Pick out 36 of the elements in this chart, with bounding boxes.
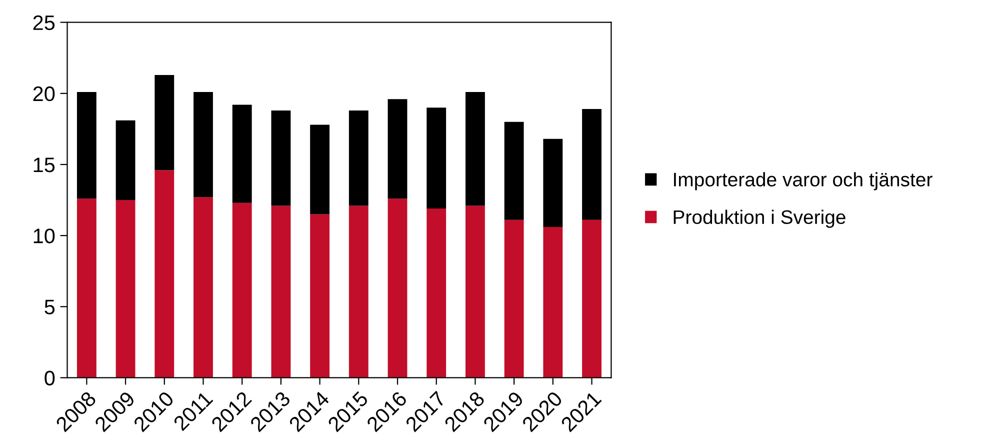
- y-tick-label: 0: [44, 370, 55, 386]
- bar: [154, 170, 174, 378]
- bar: [582, 109, 602, 220]
- bar: [194, 92, 213, 198]
- legend-label: Produktion i Sverige: [674, 210, 846, 228]
- bar: [388, 198, 408, 378]
- bar: [466, 92, 485, 206]
- bar: [426, 108, 446, 209]
- bar: [310, 124, 330, 214]
- y-tick-label: 25: [33, 15, 55, 30]
- y-tick-label: 20: [33, 86, 55, 102]
- bar: [388, 99, 408, 199]
- bar: [426, 208, 446, 378]
- y-tick-label: 10: [34, 228, 55, 244]
- bar: [232, 104, 252, 203]
- bar: [348, 110, 368, 206]
- bar: [154, 74, 174, 170]
- bar: [348, 206, 368, 378]
- bar: [504, 122, 524, 220]
- bar: [310, 214, 330, 378]
- bar: [116, 200, 136, 378]
- y-tick-label: 15: [34, 158, 55, 172]
- bar: [76, 92, 96, 199]
- bar: [466, 206, 485, 378]
- bar: [543, 138, 563, 228]
- legend-label: Importerade varor och tjänster: [674, 172, 932, 190]
- bar: [504, 220, 524, 378]
- bar: [271, 206, 291, 378]
- bar: [582, 220, 602, 378]
- bar: [116, 120, 136, 200]
- bar: [543, 227, 563, 378]
- y-tick-label: 5: [44, 300, 55, 314]
- bar: [194, 197, 213, 378]
- bar: [232, 202, 252, 378]
- bar: [76, 198, 96, 378]
- bar: [271, 110, 291, 206]
